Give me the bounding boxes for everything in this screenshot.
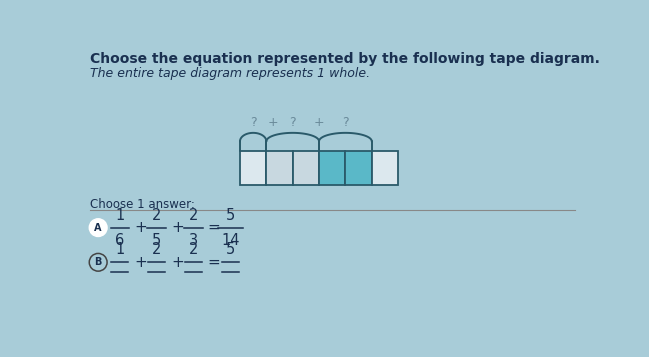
Text: 2: 2	[152, 242, 162, 257]
Text: 1: 1	[116, 208, 125, 223]
Bar	[240, 151, 266, 185]
Text: Choose the equation represented by the following tape diagram.: Choose the equation represented by the f…	[90, 52, 600, 66]
Text: 5: 5	[152, 233, 162, 248]
Text: B: B	[95, 257, 102, 267]
Text: =: =	[208, 255, 221, 270]
Text: +: +	[171, 255, 184, 270]
Text: 14: 14	[221, 233, 239, 248]
Text: 3: 3	[189, 233, 198, 248]
Text: +: +	[313, 116, 324, 129]
Circle shape	[90, 219, 107, 236]
Text: Choose 1 answer:: Choose 1 answer:	[90, 198, 195, 211]
Bar	[372, 151, 398, 185]
Text: ?: ?	[342, 116, 349, 129]
Text: A: A	[94, 223, 102, 233]
Text: 5: 5	[226, 208, 235, 223]
Bar	[293, 151, 319, 185]
Text: +: +	[134, 255, 147, 270]
Text: ?: ?	[289, 116, 296, 129]
Text: ?: ?	[250, 116, 256, 129]
Text: +: +	[171, 220, 184, 235]
Bar	[345, 151, 372, 185]
Bar	[319, 151, 345, 185]
Text: 2: 2	[189, 208, 198, 223]
Text: The entire tape diagram represents 1 whole.: The entire tape diagram represents 1 who…	[90, 67, 371, 80]
Text: 2: 2	[152, 208, 162, 223]
Text: =: =	[208, 220, 221, 235]
Text: 6: 6	[116, 233, 125, 248]
Text: +: +	[134, 220, 147, 235]
Text: 1: 1	[116, 242, 125, 257]
Text: +: +	[267, 116, 278, 129]
Text: 2: 2	[189, 242, 198, 257]
Bar	[266, 151, 293, 185]
Text: 5: 5	[226, 242, 235, 257]
Circle shape	[90, 253, 107, 271]
